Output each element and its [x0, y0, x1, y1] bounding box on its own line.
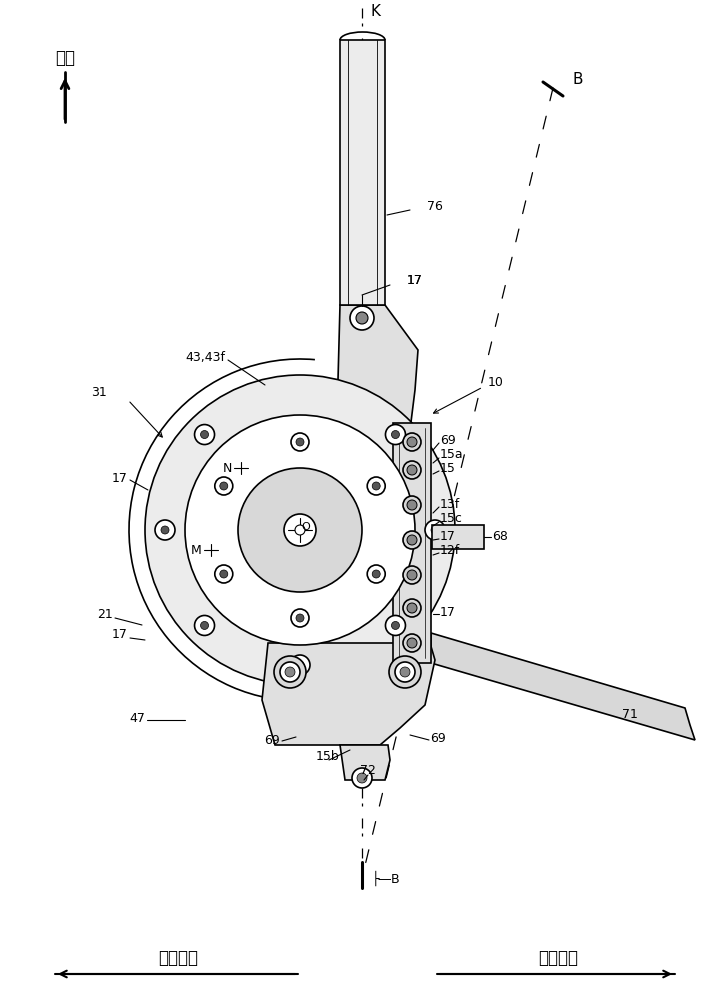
Circle shape	[407, 437, 417, 447]
Circle shape	[403, 599, 421, 617]
Circle shape	[357, 773, 367, 783]
Text: 71: 71	[622, 708, 638, 722]
Circle shape	[367, 477, 385, 495]
Circle shape	[407, 603, 417, 613]
Text: 69: 69	[440, 434, 456, 446]
Circle shape	[400, 667, 410, 677]
Circle shape	[403, 531, 421, 549]
Circle shape	[214, 477, 233, 495]
Circle shape	[195, 425, 214, 445]
Text: 15: 15	[440, 462, 456, 476]
Circle shape	[161, 526, 169, 534]
Circle shape	[395, 662, 415, 682]
Text: 72: 72	[360, 764, 376, 776]
Circle shape	[155, 520, 175, 540]
Bar	[393, 423, 431, 663]
Circle shape	[280, 662, 300, 682]
Circle shape	[296, 661, 304, 669]
Circle shape	[431, 526, 439, 534]
Circle shape	[195, 615, 214, 635]
Circle shape	[372, 482, 380, 490]
Circle shape	[385, 425, 406, 445]
Text: 76: 76	[427, 200, 443, 214]
Circle shape	[352, 768, 372, 788]
Circle shape	[214, 565, 233, 583]
Circle shape	[367, 565, 385, 583]
Circle shape	[291, 609, 309, 627]
Circle shape	[238, 468, 362, 592]
Circle shape	[201, 621, 209, 629]
Circle shape	[145, 375, 455, 685]
Text: 47: 47	[129, 712, 145, 724]
Circle shape	[407, 535, 417, 545]
Polygon shape	[262, 643, 435, 745]
Text: 10: 10	[488, 375, 504, 388]
Circle shape	[290, 655, 310, 675]
Circle shape	[296, 438, 304, 446]
Polygon shape	[431, 633, 695, 740]
Circle shape	[389, 656, 421, 688]
Text: 15b: 15b	[316, 750, 340, 764]
Text: 17: 17	[407, 273, 423, 286]
Text: N: N	[222, 462, 232, 475]
Text: B: B	[572, 73, 582, 88]
Text: M: M	[191, 544, 202, 556]
Circle shape	[403, 433, 421, 451]
Text: 43,43f: 43,43f	[185, 351, 225, 363]
Text: 15a: 15a	[440, 448, 464, 462]
Text: 车辆前方: 车辆前方	[158, 949, 198, 967]
Circle shape	[220, 482, 228, 490]
Text: 17: 17	[112, 472, 128, 485]
Circle shape	[385, 615, 406, 635]
Circle shape	[407, 638, 417, 648]
Text: 69: 69	[430, 732, 446, 744]
Circle shape	[407, 570, 417, 580]
Text: 21: 21	[97, 608, 113, 621]
Text: 13f: 13f	[440, 497, 460, 510]
Circle shape	[372, 570, 380, 578]
Circle shape	[274, 656, 306, 688]
Circle shape	[291, 433, 309, 451]
Circle shape	[285, 667, 295, 677]
Text: 17: 17	[440, 605, 456, 618]
Circle shape	[391, 431, 399, 439]
Text: 12f: 12f	[440, 544, 460, 558]
Circle shape	[220, 570, 228, 578]
Text: K: K	[370, 4, 380, 19]
Circle shape	[403, 461, 421, 479]
Circle shape	[403, 634, 421, 652]
Circle shape	[201, 431, 209, 439]
Polygon shape	[338, 305, 418, 440]
Circle shape	[407, 465, 417, 475]
Circle shape	[284, 514, 316, 546]
Text: 17: 17	[112, 629, 128, 642]
Circle shape	[407, 500, 417, 510]
Circle shape	[391, 621, 399, 629]
Circle shape	[350, 306, 374, 330]
Circle shape	[425, 520, 445, 540]
Text: 上方: 上方	[55, 49, 75, 67]
Bar	[432, 525, 484, 549]
Circle shape	[296, 614, 304, 622]
Text: 车辆后方: 车辆后方	[538, 949, 578, 967]
Text: 69: 69	[264, 734, 280, 746]
Circle shape	[295, 525, 305, 535]
Circle shape	[185, 415, 415, 645]
Text: O: O	[302, 522, 310, 532]
Circle shape	[403, 566, 421, 584]
Text: 15c: 15c	[440, 512, 463, 526]
Polygon shape	[340, 745, 390, 780]
Bar	[340, 40, 385, 305]
Text: 68: 68	[492, 530, 508, 544]
Text: ├―B: ├―B	[372, 870, 401, 886]
Circle shape	[356, 312, 368, 324]
Text: 31: 31	[92, 386, 107, 399]
Circle shape	[403, 496, 421, 514]
Text: 17: 17	[440, 530, 456, 542]
Text: 17: 17	[407, 273, 423, 286]
